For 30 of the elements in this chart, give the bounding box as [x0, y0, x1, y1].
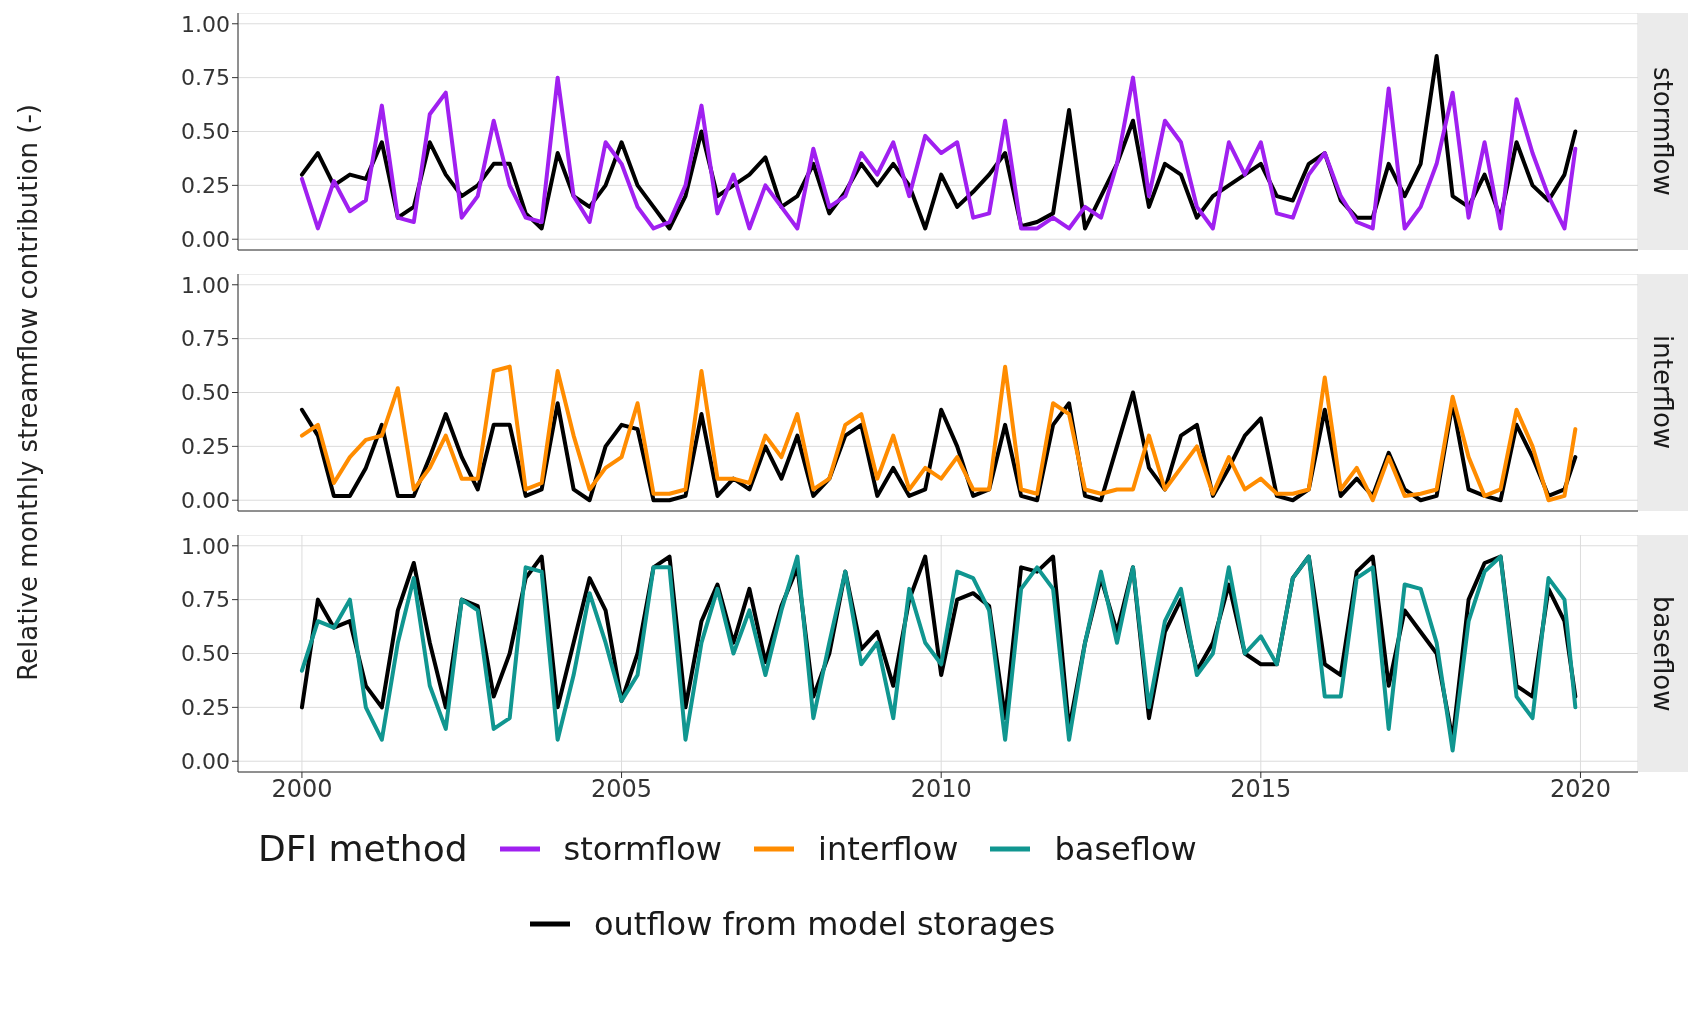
- legend-label: outflow from model storages: [594, 905, 1056, 943]
- y-tick-label: 0.00: [181, 227, 230, 253]
- y-tick-label: 0.00: [181, 488, 230, 514]
- x-tick-label: 2005: [591, 775, 653, 804]
- y-tick-label: 0.50: [181, 641, 230, 667]
- y-tick-label: 1.00: [181, 11, 230, 37]
- y-tick-label: 1.00: [181, 272, 230, 298]
- y-tick-label: 0.00: [181, 749, 230, 775]
- legend-label: interflow: [817, 829, 959, 868]
- y-tick-label: 0.75: [181, 587, 230, 613]
- x-tick-label: 2015: [1230, 775, 1292, 804]
- y-tick-label: 0.50: [181, 380, 230, 406]
- legend-label: stormflow: [563, 829, 722, 868]
- x-tick-label: 2010: [910, 775, 972, 804]
- y-tick-label: 0.25: [181, 695, 230, 721]
- y-tick-label: 0.25: [181, 173, 230, 199]
- y-tick-label: 0.50: [181, 119, 230, 145]
- y-axis-title: Relative monthly streamflow contribution (-): [13, 104, 43, 681]
- x-tick-label: 2000: [271, 775, 333, 804]
- line-series: [299, 364, 1578, 503]
- text: baseflow: [1648, 595, 1678, 712]
- y-tick-label: 0.75: [181, 65, 230, 91]
- x-tick-label: 2020: [1549, 775, 1611, 804]
- text: stormflow: [1648, 67, 1678, 196]
- legend-title: DFI method: [258, 828, 468, 869]
- y-tick-label: 1.00: [181, 533, 230, 559]
- y-tick-label: 0.75: [181, 326, 230, 352]
- text: interflow: [1648, 335, 1678, 450]
- legend-label: baseflow: [1054, 829, 1197, 868]
- y-tick-label: 0.25: [181, 434, 230, 460]
